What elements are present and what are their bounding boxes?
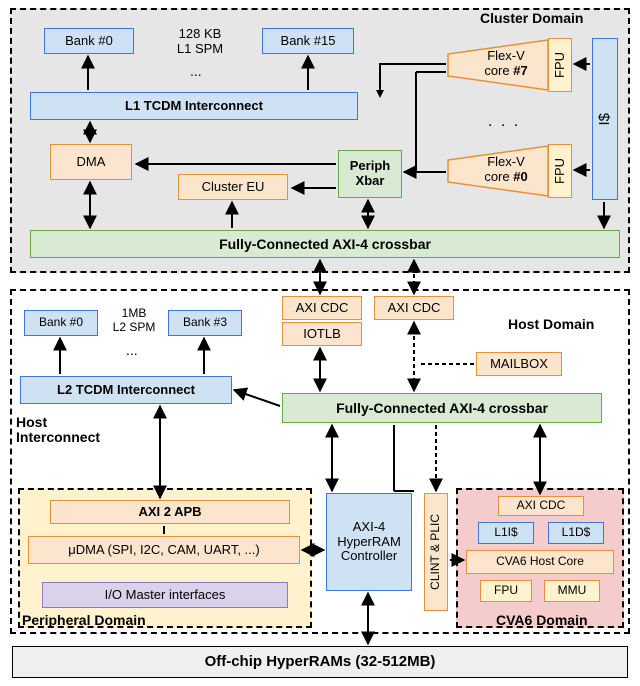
host-domain-label: Host Domain [508,316,594,332]
l1-spm-label: 128 KBL1 SPM [160,26,240,56]
bank3-l2: Bank #3 [168,310,242,336]
fpu7: FPU [548,38,572,92]
io-master: I/O Master interfaces [42,582,288,608]
banks-dots: ... [190,63,202,79]
iotlb: IOTLB [282,322,362,346]
cluster-domain-label: Cluster Domain [480,10,583,26]
cores-dots: . . . [488,113,520,131]
bank15-top: Bank #15 [262,28,354,54]
cluster-axi-crossbar: Fully-Connected AXI-4 crossbar [30,230,620,258]
l2-spm-label: 1MBL2 SPM [106,306,162,334]
diagram-canvas: Cluster Domain Bank #0 128 KBL1 SPM Bank… [0,0,640,686]
cva6-core: CVA6 Host Core [466,550,614,574]
l1is: L1I$ [478,522,534,544]
peripheral-domain-label: Peripheral Domain [22,612,146,628]
l1-tcdm: L1 TCDM Interconnect [30,92,358,120]
flexv0-label: Flex-Vcore #0 [466,154,546,184]
axi-cdc-2: AXI CDC [374,296,454,320]
bank0-l2: Bank #0 [24,310,98,336]
axi-cdc-3: AXI CDC [498,496,584,516]
l1ds: L1D$ [548,522,604,544]
axi2apb: AXI 2 APB [50,500,290,524]
cva6-domain-label: CVA6 Domain [496,612,588,628]
l2-banks-dots: ... [126,342,138,358]
axi-cdc-1: AXI CDC [282,296,362,320]
periph-xbar: PeriphXbar [338,150,402,198]
host-interconnect-label: HostInterconnect [16,415,100,446]
offchip-hyperrams: Off-chip HyperRAMs (32-512MB) [12,646,628,678]
mailbox: MAILBOX [476,352,562,376]
icache: I$ [592,38,618,200]
clint-plic: CLINT & PLIC [424,493,448,611]
udma: μDMA (SPI, I2C, CAM, UART, ...) [28,536,300,564]
cluster-eu: Cluster EU [178,174,288,200]
hyperram-controller: AXI-4HyperRAMController [326,493,412,591]
l2-tcdm: L2 TCDM Interconnect [20,376,232,404]
dma: DMA [50,144,132,180]
host-axi-crossbar: Fully-Connected AXI-4 crossbar [282,393,602,423]
cva6-fpu: FPU [480,580,532,602]
fpu0: FPU [548,144,572,198]
cva6-mmu: MMU [544,580,600,602]
bank0-top: Bank #0 [44,28,134,54]
flexv7-label: Flex-Vcore #7 [466,48,546,78]
